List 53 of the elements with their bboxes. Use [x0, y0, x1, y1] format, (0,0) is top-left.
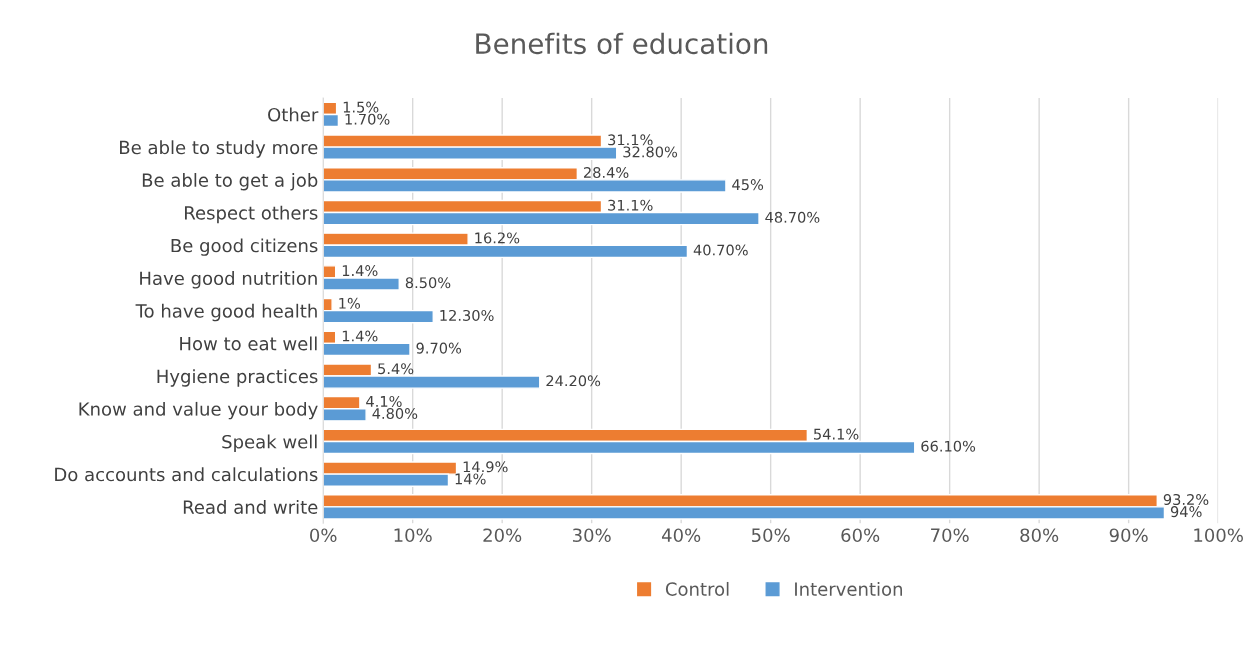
y-tick-label: Speak well — [222, 434, 317, 453]
y-tick-label: Be able to study more — [120, 140, 318, 158]
chart-title: Benefits of education — [476, 32, 768, 55]
x-tick-label: 0% — [310, 528, 337, 543]
data-label: 40.70% — [693, 244, 748, 256]
x-tick-label: 40% — [661, 528, 701, 543]
data-label: 54.1% — [814, 428, 859, 440]
data-label: 5.4% — [378, 363, 414, 375]
y-tick-label: Hygiene practices — [157, 369, 318, 387]
data-label: 93.2% — [1163, 494, 1209, 506]
data-label: 14% — [455, 473, 486, 485]
data-label: 1.5% — [343, 101, 379, 113]
data-label: 31.1% — [608, 199, 653, 211]
data-label: 1.4% — [342, 330, 378, 342]
x-tick-label: 70% — [931, 528, 969, 543]
data-label: 1% — [339, 297, 361, 309]
data-label: 48.70% — [765, 211, 820, 223]
x-tick-label: 60% — [841, 528, 880, 543]
y-tick-label: Respect others — [185, 205, 318, 224]
y-tick-label: To have good health — [135, 303, 317, 322]
x-tick-label: 10% — [394, 528, 432, 543]
data-label: 9.70% — [416, 342, 462, 354]
data-label: 66.10% — [921, 440, 976, 452]
x-tick-label: 50% — [751, 528, 790, 543]
x-tick-label: 80% — [1020, 528, 1059, 543]
x-tick-label: 20% — [483, 528, 522, 543]
legend-label: Intervention — [795, 581, 902, 596]
data-label: 94% — [1170, 506, 1202, 518]
y-tick-label: Have good nutrition — [140, 271, 317, 289]
data-label: 4.80% — [372, 408, 418, 420]
y-tick-label: Be good citizens — [171, 238, 318, 256]
data-label: 8.50% — [405, 277, 451, 289]
legend-label: Control — [665, 581, 729, 596]
data-label: 32.80% — [623, 146, 678, 158]
data-label: 1.70% — [345, 113, 390, 125]
y-tick-label: Do accounts and calculations — [55, 467, 318, 482]
data-label: 4.1% — [366, 395, 402, 407]
data-label: 24.20% — [546, 375, 601, 387]
y-tick-label: Other — [268, 107, 319, 122]
data-label: 16.2% — [475, 232, 520, 244]
x-tick-label: 30% — [572, 528, 611, 543]
data-label: 31.1% — [608, 134, 653, 146]
data-label: 14.9% — [463, 461, 508, 473]
x-tick-label: 100% — [1194, 528, 1243, 543]
data-label: 28.4% — [583, 167, 629, 179]
y-tick-label: Know and value your body — [79, 401, 318, 420]
y-tick-label: Be able to get a job — [142, 172, 318, 191]
data-label: 1.4% — [342, 265, 378, 277]
y-tick-label: Read and write — [183, 499, 318, 514]
x-tick-label: 90% — [1109, 528, 1148, 543]
y-tick-label: How to eat well — [180, 336, 317, 351]
data-label: 12.30% — [440, 309, 494, 321]
data-label: 45% — [732, 179, 764, 191]
